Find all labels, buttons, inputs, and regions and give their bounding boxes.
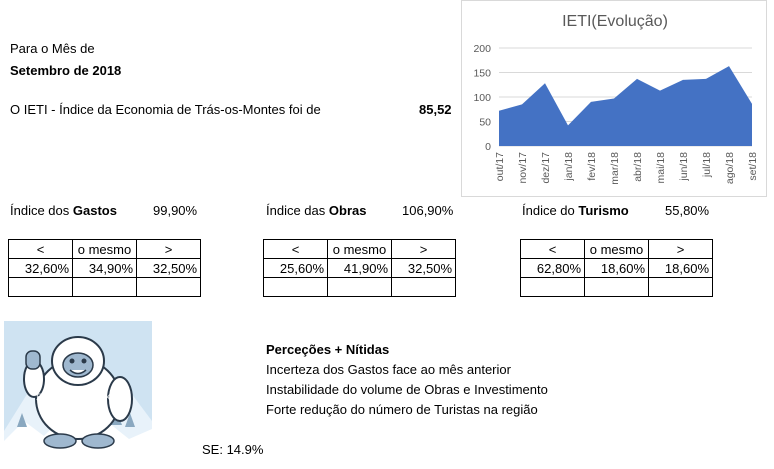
index-label-obras: Índice das Obras (266, 203, 367, 218)
obras-table: < o mesmo > 25,60% 41,90% 32,50% (263, 239, 456, 297)
table-cell: 32,60% (8, 258, 73, 278)
y-tick-label: 50 (479, 117, 491, 129)
chart-y-axis: 0 50 100 150 200 (473, 43, 491, 153)
turismo-table: < o mesmo > 62,80% 18,60% 18,60% (520, 239, 713, 297)
table-header-cell: > (136, 239, 201, 259)
index-value-turismo: 55,80% (665, 203, 710, 218)
x-tick-label: jul/18 (701, 152, 713, 178)
series-area[interactable] (499, 66, 752, 146)
table-cell: 32,50% (136, 258, 201, 278)
chart-x-axis: out/17 nov/17 dez/17 jan/18 fev/18 mar/18 abr/… (494, 152, 759, 185)
gastos-table: < o mesmo > 32,60% 34,90% 32,50% (8, 239, 201, 297)
y-tick-label: 100 (473, 92, 491, 104)
y-tick-label: 150 (473, 68, 491, 80)
index-value-gastos: 99,90% (153, 203, 198, 218)
table-cell: 18,60% (648, 258, 713, 278)
perceptions-title: Perceções + Nítidas (266, 342, 390, 357)
chart-svg: IETI(Evolução) 0 50 100 150 200 out/17 nov/17… (473, 13, 759, 185)
table-header-cell: o mesmo (72, 239, 137, 259)
table-header-cell: o mesmo (327, 239, 392, 259)
index-value-obras: 106,90% (402, 203, 454, 218)
ieti-evolution-chart[interactable]: IETI(Evolução) 0 50 100 150 200 out/17 nov/17… (461, 0, 767, 197)
table-row (520, 277, 713, 297)
table-row: 32,60% 34,90% 32,50% (8, 258, 201, 278)
table-cell-empty (584, 277, 649, 297)
y-tick-label: 200 (473, 43, 491, 55)
perception-item: Instabilidade do volume de Obras e Inves… (266, 382, 548, 397)
perception-item: Forte redução do número de Turistas na r… (266, 402, 538, 417)
table-header-cell: < (263, 239, 328, 259)
table-row: 25,60% 41,90% 32,50% (263, 258, 456, 278)
table-cell-empty (136, 277, 201, 297)
x-tick-label: jun/18 (678, 152, 690, 182)
month-intro-text: Para o Mês de (10, 41, 95, 56)
table-header-row: < o mesmo > (520, 239, 713, 259)
table-cell: 18,60% (584, 258, 649, 278)
table-row: 62,80% 18,60% 18,60% (520, 258, 713, 278)
table-header-row: < o mesmo > (8, 239, 201, 259)
table-cell-empty (263, 277, 328, 297)
table-cell-empty (391, 277, 456, 297)
x-tick-label: dez/17 (540, 152, 552, 184)
table-cell-empty (8, 277, 73, 297)
table-cell-empty (72, 277, 137, 297)
y-tick-label: 0 (485, 141, 491, 153)
table-header-cell: < (8, 239, 73, 259)
ieti-value: 85,52 (419, 102, 452, 117)
table-cell: 25,60% (263, 258, 328, 278)
table-cell-empty (327, 277, 392, 297)
chart-area-layer (498, 66, 753, 146)
table-row (8, 277, 201, 297)
table-header-cell: > (648, 239, 713, 259)
table-header-cell: > (391, 239, 456, 259)
x-tick-label: jan/18 (563, 152, 575, 182)
table-cell-empty (520, 277, 585, 297)
x-tick-label: fev/18 (586, 152, 598, 181)
watermark-text: shutterstock (36, 388, 112, 404)
table-cell: 62,80% (520, 258, 585, 278)
x-tick-label: abr/18 (632, 152, 644, 182)
perception-item: Incerteza dos Gastos face ao mês anterio… (266, 362, 511, 377)
index-label-turismo: Índice do Turismo (522, 203, 629, 218)
table-header-row: < o mesmo > (263, 239, 456, 259)
x-tick-label: out/17 (494, 152, 506, 181)
yeti-mascot-icon: shutterstock (4, 321, 152, 452)
ieti-sentence: O IETI - Índice da Economia de Trás-os-M… (10, 102, 321, 117)
table-header-cell: < (520, 239, 585, 259)
table-header-cell: o mesmo (584, 239, 649, 259)
x-tick-label: mar/18 (609, 152, 621, 185)
table-cell: 34,90% (72, 258, 137, 278)
x-tick-label: mai/18 (655, 152, 667, 184)
table-row (263, 277, 456, 297)
x-tick-label: set/18 (747, 152, 759, 181)
chart-title: IETI(Evolução) (562, 13, 668, 30)
x-tick-label: ago/18 (724, 152, 736, 184)
x-tick-label: nov/17 (517, 152, 529, 184)
table-cell: 41,90% (327, 258, 392, 278)
index-label-gastos: Índice dos Gastos (10, 203, 117, 218)
table-cell: 32,50% (391, 258, 456, 278)
se-label: SE: 14.9% (202, 442, 264, 457)
table-cell-empty (648, 277, 713, 297)
month-title: Setembro de 2018 (10, 63, 122, 78)
